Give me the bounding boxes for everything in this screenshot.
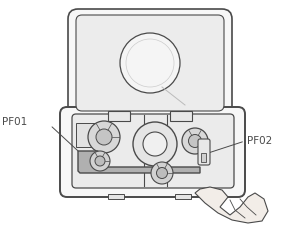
Text: PF01: PF01 (2, 117, 27, 127)
Circle shape (120, 33, 180, 93)
FancyBboxPatch shape (76, 15, 224, 111)
Text: PF02: PF02 (247, 136, 272, 146)
Bar (76, 123, 104, 147)
Bar (108, 111, 130, 121)
Bar (108, 194, 124, 199)
Circle shape (96, 129, 112, 145)
Circle shape (188, 135, 202, 147)
Bar (175, 194, 191, 199)
FancyBboxPatch shape (198, 139, 210, 165)
FancyBboxPatch shape (68, 9, 232, 117)
Bar (170, 111, 192, 121)
Polygon shape (195, 187, 268, 223)
Circle shape (151, 162, 173, 184)
FancyBboxPatch shape (72, 114, 234, 188)
Circle shape (157, 168, 167, 179)
Circle shape (143, 132, 167, 156)
FancyBboxPatch shape (60, 107, 245, 197)
Bar (201, 153, 206, 162)
Circle shape (133, 122, 177, 166)
Polygon shape (78, 151, 200, 173)
Circle shape (95, 156, 105, 166)
Circle shape (88, 121, 120, 153)
Circle shape (182, 128, 208, 154)
Circle shape (90, 151, 110, 171)
